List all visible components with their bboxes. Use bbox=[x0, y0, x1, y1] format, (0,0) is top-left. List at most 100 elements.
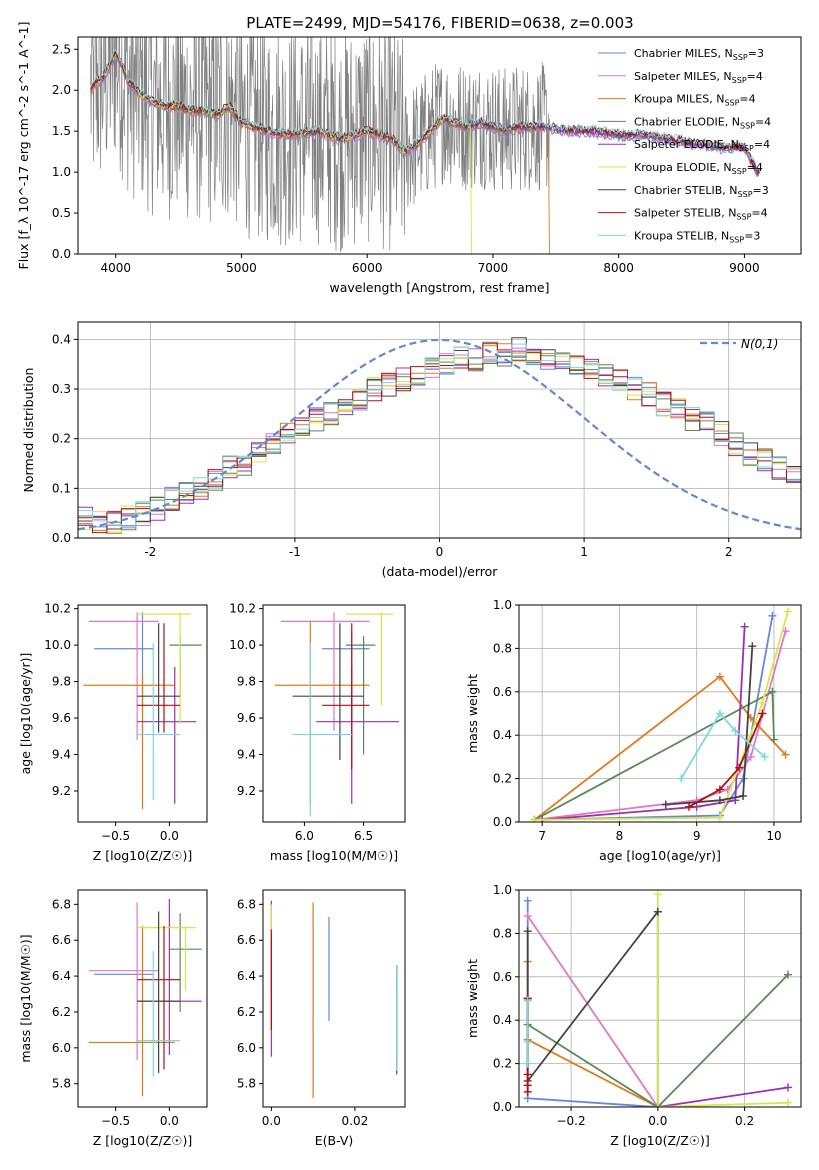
y-tick-label: 9.6 bbox=[52, 711, 71, 725]
weight-marker bbox=[653, 1103, 662, 1107]
weight-marker bbox=[715, 709, 724, 718]
weight-marker bbox=[739, 774, 748, 783]
weight-marker bbox=[523, 896, 532, 905]
weight-marker bbox=[530, 815, 539, 822]
weight-marker bbox=[715, 813, 724, 822]
y-tick-label: 6.0 bbox=[237, 1041, 256, 1055]
errorbar-point-4 bbox=[137, 667, 197, 804]
errorbar-point-5 bbox=[345, 612, 394, 706]
y-tick-label: 1.5 bbox=[52, 124, 71, 138]
weight-marker bbox=[731, 726, 740, 735]
y-tick-label: 6.4 bbox=[52, 969, 71, 983]
y-tick-label: 0.2 bbox=[52, 432, 71, 446]
x-tick-label: 9000 bbox=[729, 261, 760, 275]
age_vs_Z-panel: −0.5 0.0 9.2 9.4 9.6 9.8 10.0 10.2 Z [log10(Z/Z☉… bbox=[18, 602, 208, 863]
x-tick-label: 0.2 bbox=[735, 1114, 754, 1128]
errorbar-point-8 bbox=[137, 950, 181, 1077]
x-tick-label: 6.0 bbox=[295, 829, 314, 843]
y-tick-label: 1.0 bbox=[493, 883, 512, 897]
x-tick-label: 8 bbox=[616, 829, 624, 843]
y-tick-label: 9.2 bbox=[237, 784, 256, 798]
x-axis-label: Z [log10(Z/Z☉)] bbox=[93, 848, 193, 863]
weight-series-5 bbox=[534, 611, 789, 821]
y-tick-label: 5.8 bbox=[52, 1077, 71, 1091]
errorbar-point-8 bbox=[292, 643, 352, 817]
y-tick-label: 9.4 bbox=[237, 748, 256, 762]
weight-marker bbox=[692, 802, 701, 811]
axes-frame bbox=[77, 36, 802, 255]
errorbar-point-7 bbox=[322, 623, 370, 770]
y-tick-label: 0.6 bbox=[493, 685, 512, 699]
weight-marker bbox=[523, 996, 532, 1005]
y-tick-label: 9.8 bbox=[52, 675, 71, 689]
y-tick-label: 9.2 bbox=[52, 784, 71, 798]
residual_hist-panel: -2 -1 0 1 2 0.0 0.1 0.2 0.3 0.4 (data-model)/error… bbox=[21, 321, 802, 579]
x-tick-label: −0.2 bbox=[556, 1114, 585, 1128]
residual-histogram-7 bbox=[78, 342, 801, 534]
weight-marker bbox=[523, 1037, 532, 1046]
weight-marker bbox=[661, 800, 670, 809]
x-tick-label: −0.5 bbox=[101, 829, 130, 843]
errorbar-point-4 bbox=[316, 667, 400, 804]
x-axis-label: Z [log10(Z/Z☉)] bbox=[610, 1133, 710, 1148]
weight-series-6 bbox=[665, 646, 754, 806]
x-tick-label: 0.0 bbox=[160, 1114, 179, 1128]
legend-entry: Chabrier MILES, NSSP=3 bbox=[634, 47, 764, 62]
weight-marker bbox=[758, 698, 767, 707]
weight-marker bbox=[746, 752, 755, 761]
x-tick-label: 10 bbox=[766, 829, 781, 843]
age_vs_Z-marks bbox=[83, 612, 202, 810]
y-tick-label: 0.2 bbox=[493, 772, 512, 786]
spectrum-marks bbox=[90, 37, 760, 254]
spectrum-panel: 4000 5000 6000 7000 8000 9000 0.0 0.5 1.0 1.5 2.0 2… bbox=[16, 22, 802, 295]
weight-marker bbox=[653, 907, 662, 916]
x-tick-label: 4000 bbox=[100, 261, 131, 275]
legend-entry: Kroupa STELIB, NSSP=3 bbox=[634, 229, 760, 244]
residual-histogram-1 bbox=[78, 347, 801, 529]
errorbar-point-2 bbox=[88, 925, 175, 1097]
weight-series-8 bbox=[680, 711, 766, 780]
errorbar-point-1 bbox=[88, 902, 159, 1061]
errorbar-point-6 bbox=[137, 623, 181, 733]
axes-frame bbox=[262, 604, 406, 823]
x-tick-label: 2 bbox=[725, 545, 733, 559]
errorbar-point-1 bbox=[280, 612, 370, 731]
errorbar-point-0 bbox=[94, 938, 154, 1020]
y-tick-label: 0.0 bbox=[493, 1100, 512, 1114]
weight-marker bbox=[783, 970, 792, 979]
axes-frame bbox=[518, 889, 802, 1108]
x-tick-label: 7000 bbox=[478, 261, 509, 275]
weight-marker bbox=[523, 927, 532, 936]
errorbar-point-0 bbox=[94, 612, 154, 740]
weight_vs_Z-marks bbox=[523, 890, 792, 1107]
y-tick-label: 0.6 bbox=[493, 970, 512, 984]
x-tick-label: 6000 bbox=[352, 261, 383, 275]
y-tick-label: 10.2 bbox=[44, 602, 71, 616]
x-tick-label: 0.0 bbox=[160, 829, 179, 843]
errorbar-point-8 bbox=[137, 643, 181, 801]
y-tick-label: 6.2 bbox=[237, 1005, 256, 1019]
y-tick-label: 10.0 bbox=[44, 638, 71, 652]
weight-series-4 bbox=[656, 911, 789, 1107]
weight-marker bbox=[768, 687, 777, 696]
x-axis-label: wavelength [Angstrom, rest frame] bbox=[329, 280, 549, 295]
weight-marker bbox=[715, 796, 724, 805]
x-axis-label: E(B-V) bbox=[315, 1133, 354, 1148]
x-tick-label: -2 bbox=[144, 545, 156, 559]
weight-marker bbox=[653, 890, 662, 899]
y-tick-label: 0.0 bbox=[52, 247, 71, 261]
weight-marker bbox=[783, 1098, 792, 1107]
weight-marker bbox=[735, 763, 744, 772]
y-tick-label: 0.0 bbox=[493, 815, 512, 829]
x-tick-label: -1 bbox=[289, 545, 301, 559]
y-tick-label: 0.4 bbox=[493, 728, 512, 742]
y-tick-label: 2.5 bbox=[52, 42, 71, 56]
residual-histogram-0 bbox=[78, 341, 801, 528]
y-tick-label: 0.0 bbox=[52, 531, 71, 545]
weight_vs_age-panel: 7 8 9 10 0.0 0.2 0.4 0.6 0.8 1.0 age [log10(age/yr… bbox=[465, 598, 802, 863]
y-axis-label: mass weight bbox=[465, 959, 480, 1038]
y-tick-label: 6.8 bbox=[237, 897, 256, 911]
x-tick-label: −0.5 bbox=[101, 1114, 130, 1128]
mass_vs_Z-panel: −0.5 0.0 5.8 6.0 6.2 6.4 6.6 6.8 Z [log10(Z/Z☉)]… bbox=[18, 889, 208, 1148]
